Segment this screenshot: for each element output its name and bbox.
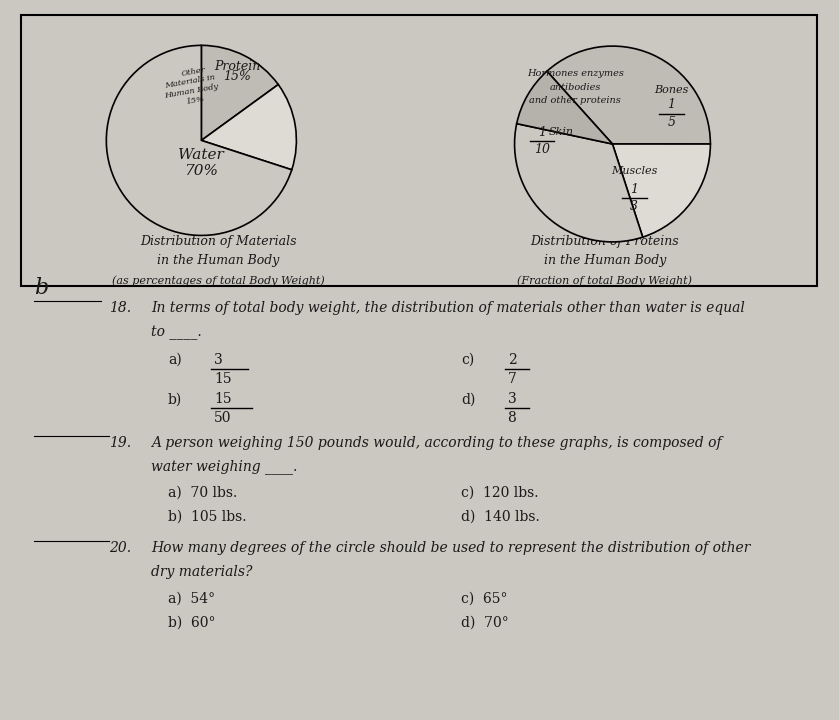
Text: a)  70 lbs.: a) 70 lbs. (168, 486, 237, 500)
Text: Other: Other (181, 66, 206, 78)
Text: Skin: Skin (549, 127, 574, 138)
Text: 1: 1 (667, 99, 675, 112)
Text: 3: 3 (214, 353, 222, 366)
Text: 20.: 20. (109, 541, 131, 555)
Text: Distribution of Materials: Distribution of Materials (140, 235, 296, 248)
Text: In terms of total body weight, the distribution of materials other than water is: In terms of total body weight, the distr… (151, 301, 745, 315)
Wedge shape (514, 124, 643, 242)
Text: a)  54°: a) 54° (168, 592, 215, 606)
Text: How many degrees of the circle should be used to represent the distribution of o: How many degrees of the circle should be… (151, 541, 750, 555)
Text: 15%: 15% (223, 71, 252, 84)
Text: c): c) (461, 353, 475, 366)
Text: Distribution of Proteins: Distribution of Proteins (530, 235, 679, 248)
Text: 50: 50 (214, 411, 232, 425)
Text: d): d) (461, 392, 476, 406)
Text: A person weighing 150 pounds would, according to these graphs, is composed of: A person weighing 150 pounds would, acco… (151, 436, 722, 449)
Text: and other proteins: and other proteins (529, 96, 621, 105)
Text: Human Body: Human Body (164, 82, 220, 99)
Text: 2: 2 (508, 353, 516, 366)
Text: a): a) (168, 353, 181, 366)
Text: (Fraction of total Body Weight): (Fraction of total Body Weight) (518, 275, 692, 286)
Text: Hormones enzymes: Hormones enzymes (527, 69, 623, 78)
Text: antibodies: antibodies (550, 83, 601, 91)
Text: water weighing ____.: water weighing ____. (151, 459, 297, 474)
Text: 3: 3 (508, 392, 516, 406)
Text: b): b) (168, 392, 182, 406)
Wedge shape (107, 45, 292, 235)
Text: Bones: Bones (654, 85, 689, 95)
Text: c)  65°: c) 65° (461, 592, 508, 606)
Wedge shape (612, 144, 711, 237)
Wedge shape (547, 46, 711, 144)
Text: 15: 15 (214, 372, 232, 385)
Wedge shape (517, 71, 612, 144)
Text: 8: 8 (508, 411, 516, 425)
Wedge shape (201, 84, 296, 170)
Text: d)  140 lbs.: d) 140 lbs. (461, 510, 540, 523)
Text: 1: 1 (538, 126, 546, 139)
Text: 5: 5 (667, 116, 675, 129)
Text: 15: 15 (214, 392, 232, 406)
Text: Materials in: Materials in (164, 73, 216, 90)
Text: 3: 3 (630, 200, 638, 213)
Text: 1: 1 (630, 183, 638, 196)
Text: b)  105 lbs.: b) 105 lbs. (168, 510, 247, 523)
Text: d)  70°: d) 70° (461, 616, 509, 629)
Text: 10: 10 (534, 143, 550, 156)
Text: (as percentages of total Body Weight): (as percentages of total Body Weight) (112, 275, 325, 286)
Text: b: b (34, 276, 48, 299)
Text: dry materials?: dry materials? (151, 565, 253, 579)
Text: to ____.: to ____. (151, 325, 201, 340)
Text: Protein: Protein (214, 60, 261, 73)
Text: Water: Water (179, 148, 224, 162)
Text: Muscles: Muscles (611, 166, 657, 176)
Text: 70%: 70% (185, 164, 218, 178)
Text: 19.: 19. (109, 436, 131, 449)
Text: 18.: 18. (109, 301, 131, 315)
FancyBboxPatch shape (21, 15, 817, 286)
Text: in the Human Body: in the Human Body (544, 254, 666, 267)
Text: 7: 7 (508, 372, 517, 385)
Text: 15%: 15% (185, 95, 206, 106)
Text: c)  120 lbs.: c) 120 lbs. (461, 486, 539, 500)
Wedge shape (201, 45, 279, 140)
Text: in the Human Body: in the Human Body (157, 254, 279, 267)
Text: b)  60°: b) 60° (168, 616, 216, 629)
